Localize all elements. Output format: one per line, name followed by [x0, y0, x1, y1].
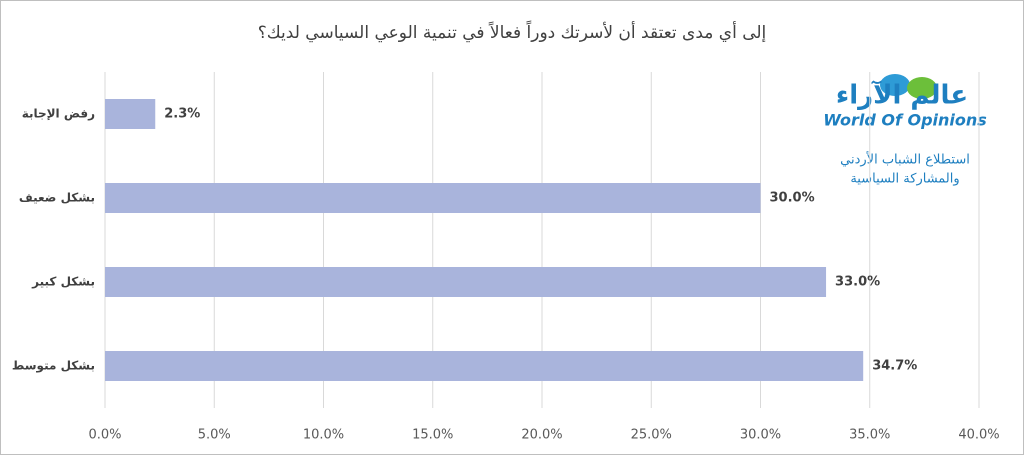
- x-tick-label: 30.0%: [740, 428, 781, 443]
- x-tick-label: 35.0%: [849, 428, 890, 443]
- y-tick-label: بشكل كبير: [31, 275, 95, 289]
- logo-title: عالم الآراء: [836, 80, 968, 111]
- chart-title: إلى أي مدى تعتقد أن لأسرتك دوراً فعالاً …: [258, 19, 767, 43]
- data-label: 33.0%: [835, 275, 880, 290]
- x-tick-label: 20.0%: [521, 428, 562, 443]
- bar: [105, 183, 761, 213]
- x-tick-label: 25.0%: [631, 428, 672, 443]
- x-tick-label: 15.0%: [412, 428, 453, 443]
- x-tick-label: 0.0%: [88, 428, 121, 443]
- y-tick-label: بشكل متوسط: [12, 359, 95, 374]
- x-tick-label: 10.0%: [303, 428, 344, 443]
- y-tick-label: رفض الإجابة: [22, 107, 95, 121]
- x-tick-label: 5.0%: [198, 428, 231, 443]
- data-label: 34.7%: [872, 359, 917, 374]
- data-label: 30.0%: [770, 191, 815, 206]
- logo-caption: والمشاركة السياسية: [850, 172, 959, 187]
- bar: [105, 351, 864, 381]
- bar: [105, 99, 156, 129]
- x-tick-label: 40.0%: [958, 428, 999, 443]
- logo-subtitle: World Of Opinions: [823, 111, 987, 130]
- logo-caption: استطلاع الشباب الأردني: [840, 151, 970, 168]
- logo: عالم الآراء World Of Opinions استطلاع ال…: [823, 74, 987, 187]
- data-label: 2.3%: [164, 107, 200, 122]
- logo-bubble: [880, 74, 910, 96]
- logo-bubble: [907, 77, 937, 99]
- bar: [105, 267, 827, 297]
- y-tick-label: بشكل ضعيف: [19, 191, 95, 205]
